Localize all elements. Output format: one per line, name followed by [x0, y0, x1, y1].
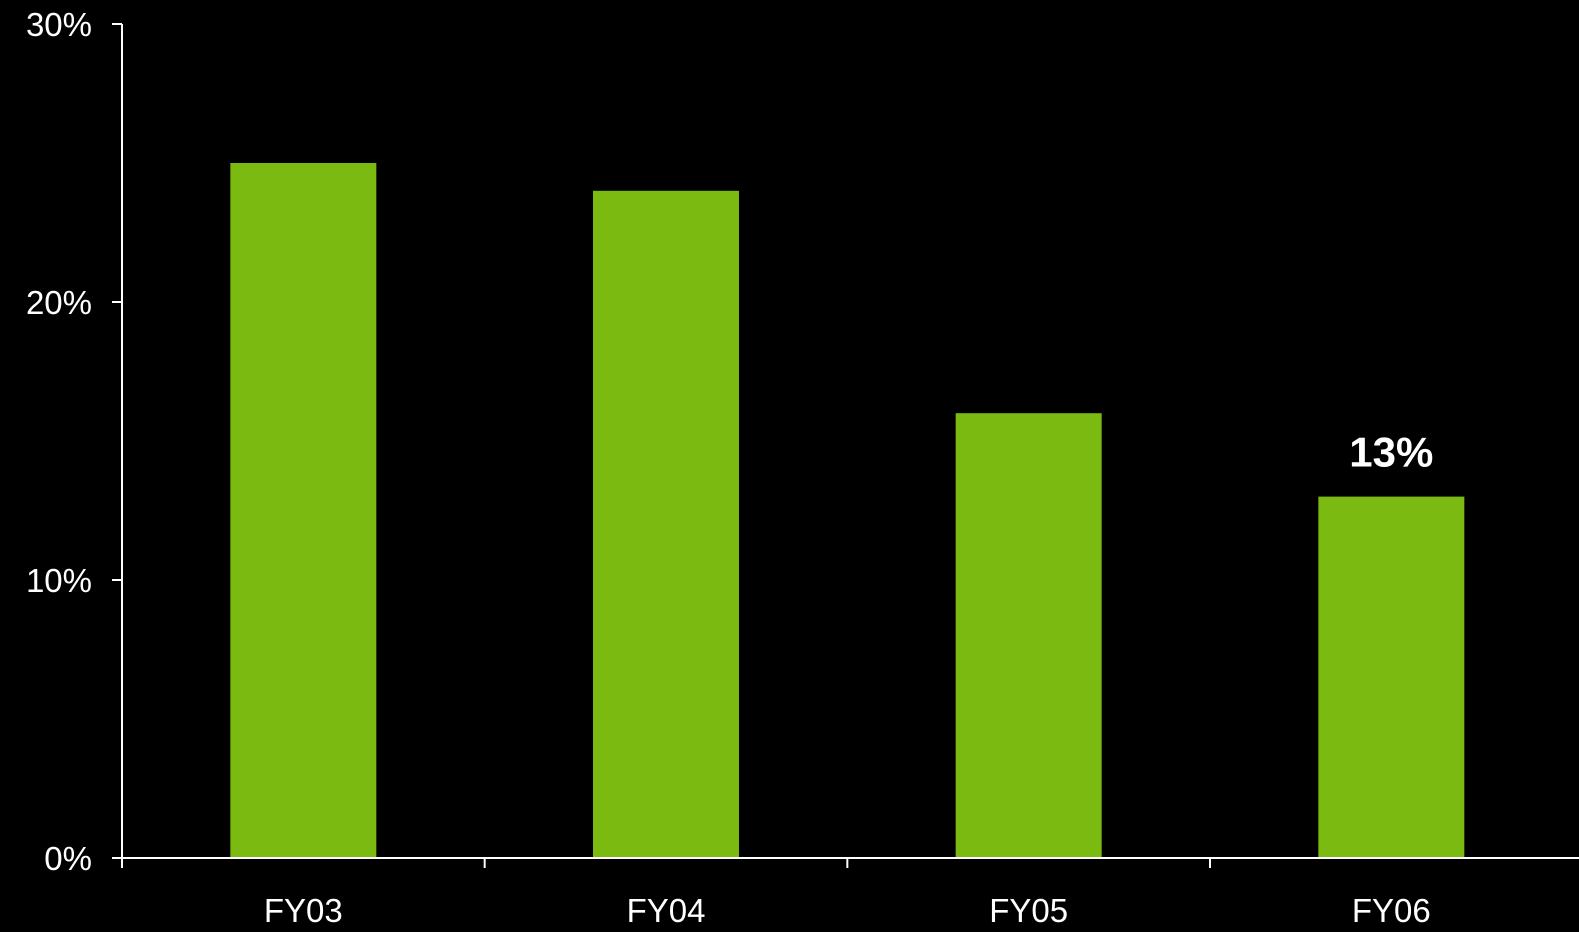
x-tick-label-fy06: FY06: [1352, 892, 1431, 929]
x-tick-label-fy05: FY05: [989, 892, 1068, 929]
bar-fy03: [230, 163, 377, 858]
y-tick-label: 20%: [26, 284, 92, 321]
y-tick-label: 10%: [26, 562, 92, 599]
x-tick-label-fy04: FY04: [627, 892, 706, 929]
y-tick-label: 30%: [26, 6, 92, 43]
y-tick-label: 0%: [44, 840, 92, 877]
bars-group: [230, 163, 1465, 859]
bar-fy04: [593, 190, 739, 859]
labels-group: 0% 10% 20% 30% FY03 FY04 FY05 FY06 13%: [26, 6, 1433, 929]
axes-group: [112, 23, 1579, 868]
bar-fy06: [1318, 496, 1465, 858]
bar-fy05: [955, 413, 1102, 858]
data-label-fy06: 13%: [1349, 429, 1433, 476]
x-tick-label-fy03: FY03: [264, 892, 343, 929]
